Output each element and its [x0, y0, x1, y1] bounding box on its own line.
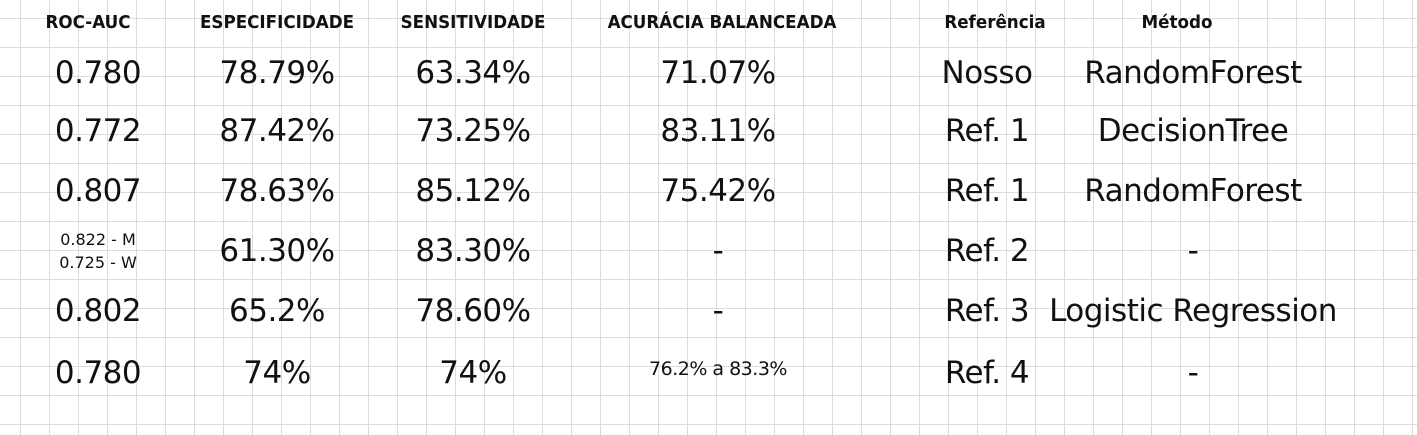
cell-metodo: RandomForest — [1084, 173, 1302, 209]
cell-referencia: Nosso — [941, 55, 1033, 91]
cell-sensitividade: 78.60% — [415, 293, 531, 329]
cell-acuracia-balanceada: 75.42% — [660, 173, 776, 209]
header-referencia: Referência — [944, 12, 1046, 33]
cell-roc-auc: 0.780 — [54, 355, 142, 391]
header-roc-auc: ROC-AUC — [45, 12, 131, 33]
cell-metodo: - — [1187, 233, 1199, 269]
cell-especificidade: 87.42% — [219, 113, 335, 149]
cell-sensitividade: 83.30% — [415, 233, 531, 269]
cell-sensitividade: 85.12% — [415, 173, 531, 209]
cell-acuracia-balanceada: - — [712, 233, 724, 269]
cell-acuracia-balanceada: 76.2% a 83.3% — [649, 358, 787, 380]
cell-metodo: Logistic Regression — [1049, 293, 1337, 329]
cell-metodo: DecisionTree — [1097, 113, 1289, 149]
header-sensitividade: SENSITIVIDADE — [400, 12, 546, 33]
cell-especificidade: 78.79% — [219, 55, 335, 91]
header-especificidade: ESPECIFICIDADE — [199, 12, 355, 33]
cell-especificidade: 65.2% — [229, 293, 325, 329]
header-metodo: Método — [1141, 12, 1213, 33]
cell-sensitividade: 74% — [439, 355, 507, 391]
cell-especificidade: 78.63% — [219, 173, 335, 209]
cell-sensitividade: 73.25% — [415, 113, 531, 149]
cell-especificidade: 74% — [243, 355, 311, 391]
cell-sensitividade: 63.34% — [415, 55, 531, 91]
cell-referencia: Ref. 1 — [944, 173, 1030, 209]
cell-roc-auc-stacked: 0.822 - M 0.725 - W — [23, 222, 173, 280]
cell-line: 0.725 - W — [59, 253, 137, 272]
cell-referencia: Ref. 4 — [944, 355, 1030, 391]
cell-roc-auc: 0.780 — [54, 55, 142, 91]
cell-especificidade: 61.30% — [219, 233, 335, 269]
cell-acuracia-balanceada: 83.11% — [660, 113, 776, 149]
cell-metodo: - — [1187, 355, 1199, 391]
cell-referencia: Ref. 1 — [944, 113, 1030, 149]
cell-roc-auc: 0.802 — [54, 293, 142, 329]
header-acuracia-balanceada: ACURÁCIA BALANCEADA — [607, 12, 837, 33]
cell-metodo: RandomForest — [1084, 55, 1302, 91]
cell-roc-auc: 0.807 — [54, 173, 142, 209]
cell-referencia: Ref. 3 — [944, 293, 1030, 329]
cell-referencia: Ref. 2 — [944, 233, 1030, 269]
cell-acuracia-balanceada: - — [712, 293, 724, 329]
cell-acuracia-balanceada: 71.07% — [660, 55, 776, 91]
cell-roc-auc: 0.772 — [54, 113, 142, 149]
cell-line: 0.822 - M — [60, 230, 136, 249]
